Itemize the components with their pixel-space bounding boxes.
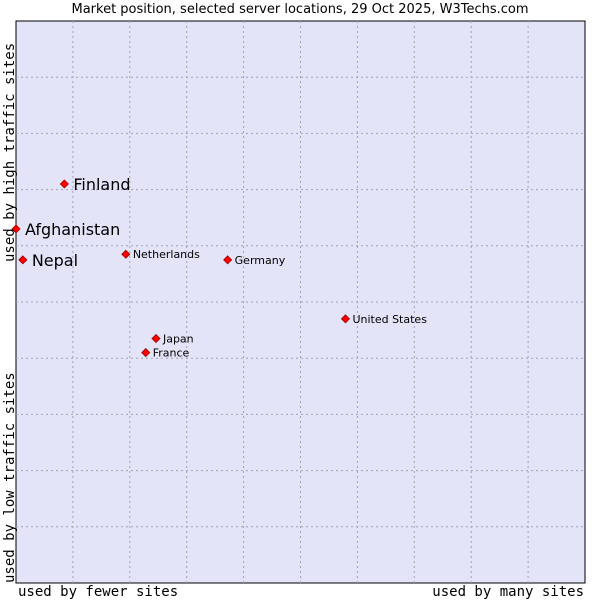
data-point-finland	[59, 179, 69, 189]
data-label-nepal: Nepal	[32, 251, 78, 270]
data-point-japan	[151, 333, 161, 344]
data-label-united-states: United States	[352, 313, 427, 326]
data-point-afghanistan	[11, 224, 21, 234]
data-point-france	[141, 348, 151, 358]
data-label-afghanistan: Afghanistan	[25, 220, 120, 239]
data-label-france: France	[153, 347, 190, 360]
data-label-finland: Finland	[73, 175, 130, 194]
data-points: Finland Afghanistan Nepal Netherlands German…	[11, 175, 427, 360]
x-axis-label-fewer: used by fewer sites	[18, 584, 179, 600]
data-point-germany	[223, 255, 233, 265]
data-point-nepal	[18, 255, 28, 265]
chart-title: Market position, selected server locatio…	[71, 2, 529, 17]
data-point-united-states	[340, 314, 351, 324]
data-label-netherlands: Netherlands	[133, 248, 200, 261]
data-label-germany: Germany	[235, 254, 286, 267]
x-axis-label-many: used by many sites	[432, 584, 584, 600]
y-axis-label-high: used by high traffic sites	[2, 42, 18, 262]
y-axis-label-low: used by low traffic sites	[2, 372, 18, 583]
data-point-netherlands	[121, 249, 131, 259]
data-label-japan: Japan	[162, 333, 194, 346]
grid-lines	[16, 21, 585, 583]
